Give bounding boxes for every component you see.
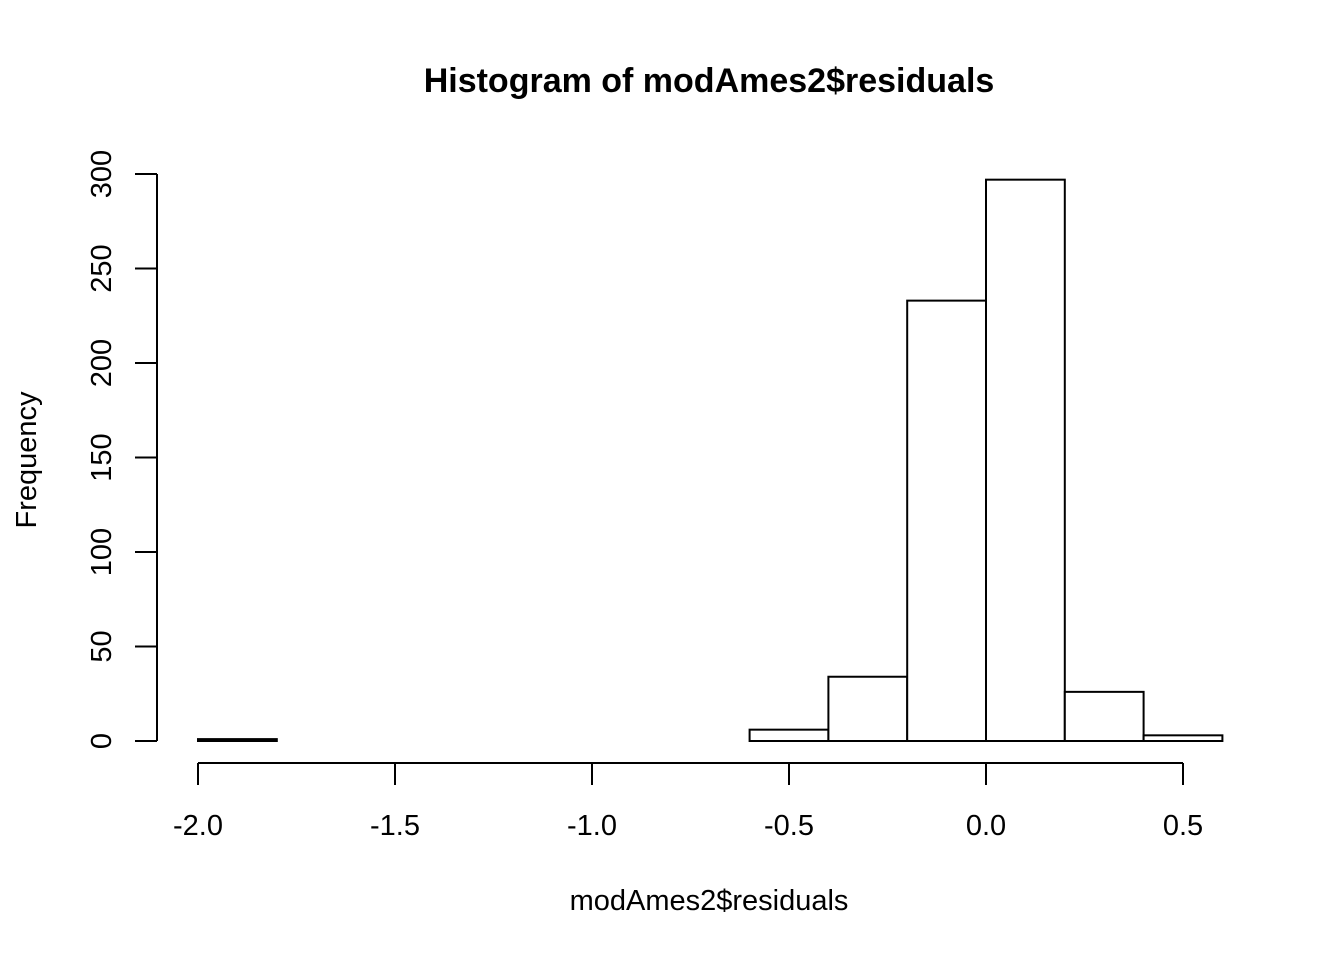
histogram-bar [1063,690,1145,742]
histogram-bar [985,178,1066,743]
x-tick-label: -2.0 [173,810,223,842]
histogram-bar [748,728,830,742]
x-tick-label: -0.5 [764,810,814,842]
histogram-bar [1142,734,1224,743]
histogram-bar [197,738,278,742]
chart-title: Histogram of modAmes2$residuals [424,62,995,100]
y-tick-label: 50 [86,630,118,662]
histogram-bar [827,675,909,742]
x-tick-label: -1.5 [370,810,420,842]
x-tick-label: -1.0 [567,810,617,842]
x-axis: -2.0 -1.5 -1.0 -0.5 0.0 0.5 [173,762,1203,842]
x-tick-label: 0.0 [966,810,1006,842]
histogram-bar [906,299,988,742]
y-tick-label: 300 [86,150,118,198]
y-tick-label: 250 [86,244,118,292]
y-tick-label: 200 [86,339,118,387]
y-tick-label: 100 [86,528,118,576]
y-tick-label: 0 [86,733,118,749]
x-tick-label: 0.5 [1163,810,1203,842]
histogram-bars [197,178,1224,743]
y-tick-label: 150 [86,433,118,481]
y-axis-label: Frequency [11,391,43,529]
y-axis: 0 50 100 150 200 250 300 [86,150,158,749]
x-axis-label: modAmes2$residuals [570,885,849,917]
